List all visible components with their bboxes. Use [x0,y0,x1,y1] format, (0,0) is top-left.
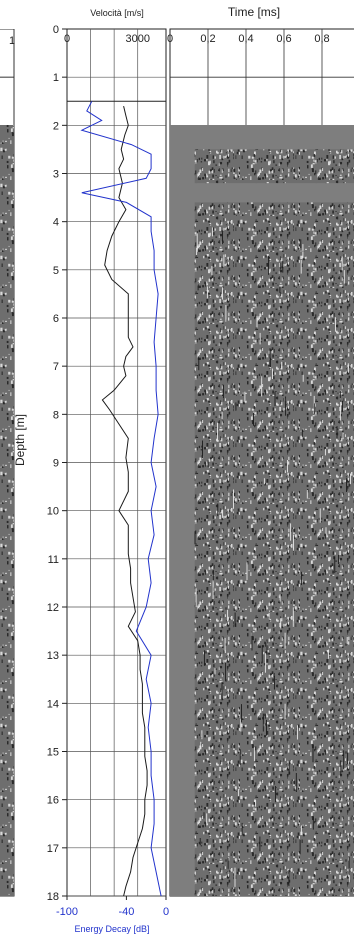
depth-tick-label: 4 [53,217,59,229]
depth-tick-label: 17 [47,843,59,855]
depth-tick-label: 7 [53,361,59,373]
velocity-tick-label: 0 [64,33,70,45]
velocity-tick-label: 3000 [125,33,149,45]
time-tick-label: 0 [167,33,173,45]
velocity-axis: 0 3000 [64,33,150,45]
energy-decay-curve [80,101,162,896]
depth-tick-label: 10 [47,506,59,518]
time-tick-label: 0,4 [238,33,253,45]
left-panel-tick-label: 1 [9,35,15,47]
depth-tick-label: 5 [53,265,59,277]
depth-tick-label: 18 [47,891,59,903]
depth-tick-label: 2 [53,120,59,132]
seismic-panel [169,28,354,897]
time-axis: 0 0,2 0,4 0,6 0,8 [167,33,330,45]
depth-tick-label: 15 [47,747,59,759]
energy-decay-axis-label: Energy Decay [dB] [74,924,149,934]
time-tick-label: 0,2 [200,33,215,45]
energy-decay-axis: -100 -40 0 [56,896,169,918]
depth-tick-label: 3 [53,169,59,181]
seismic-noise-band [194,149,354,184]
depth-tick-label: 11 [48,554,59,566]
depth-tick-label: 14 [47,698,59,710]
time-tick-label: 0,8 [314,33,329,45]
time-tick-label: 0,6 [276,33,291,45]
depth-tick-label: 6 [53,313,59,325]
decay-tick-label: 0 [163,906,169,918]
left-panel [0,29,15,897]
decay-tick-label: -100 [56,906,78,918]
depth-tick-label: 0 [53,24,59,36]
velocity-axis-label: Velocità [m/s] [90,8,144,18]
depth-tick-label: 16 [47,795,59,807]
decay-tick-label: -40 [118,906,134,918]
depth-tick-label: 13 [47,650,59,662]
time-axis-label: Time [ms] [228,5,280,19]
depth-tick-label: 9 [53,458,59,470]
log-panel [66,28,167,897]
velocity-curve [101,105,148,896]
seismic-noise-area [194,202,354,896]
depth-tick-label: 1 [53,72,59,84]
depth-tick-label: 8 [53,409,59,421]
depth-tick-label: 12 [47,602,59,614]
depth-axis-label: Depth [m] [13,414,27,466]
